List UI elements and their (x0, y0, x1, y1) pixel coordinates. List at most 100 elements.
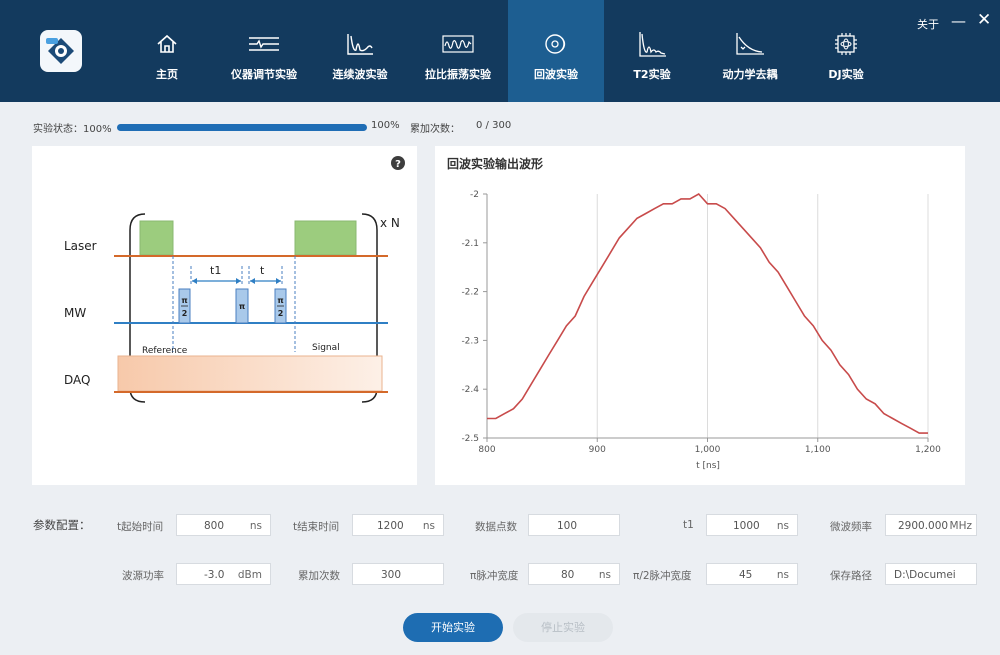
svg-text:2: 2 (278, 309, 284, 318)
chip-icon (833, 30, 859, 58)
tab-label: 回波实验 (534, 68, 578, 81)
echo-output-chart: 回波实验输出波形 -2 -2.1 -2.2 -2.3 -2.4 -2.5 800 900 1,… (447, 156, 941, 471)
start-experiment-button[interactable]: 开始实验 (403, 613, 503, 642)
param-label: π/2脉冲宽度 (633, 570, 692, 582)
param-label: t起始时间 (117, 521, 164, 533)
t-label: t (260, 264, 265, 277)
laser-label: Laser (64, 239, 97, 253)
tab-label: T2实验 (633, 68, 671, 81)
laser-pulse-1 (139, 220, 174, 256)
y-tick-label: -2.3 (461, 336, 479, 346)
save-path-input[interactable]: D:\Documei (885, 563, 977, 585)
repeat-label: x N (380, 216, 400, 230)
signal-label: Signal (312, 343, 340, 353)
mw-pi-pulse: π (235, 288, 249, 324)
decoupling-icon (734, 30, 766, 58)
mw-label: MW (64, 306, 86, 320)
svg-text:π: π (181, 296, 187, 305)
close-button[interactable]: ✕ (977, 10, 992, 30)
about-button[interactable]: 关于 (917, 18, 939, 31)
instrument-icon (247, 30, 281, 58)
help-icon[interactable]: ? (391, 156, 405, 170)
param-label: t1 (683, 519, 694, 531)
left-bracket (129, 213, 146, 403)
source-power-input[interactable]: -3.0 dBm (176, 563, 271, 585)
param-section-title: 参数配置： (33, 518, 91, 532)
t2-decay-icon (636, 30, 668, 58)
svg-text:π: π (277, 296, 283, 305)
app-logo (40, 30, 82, 72)
y-tick-label: -2.1 (461, 239, 479, 249)
tab-cw-experiment[interactable]: 连续波实验 (312, 0, 408, 102)
tab-rabi-experiment[interactable]: 拉比振荡实验 (410, 0, 506, 102)
daq-window (117, 355, 383, 392)
microwave-frequency-input[interactable]: 2900.000 MHz (885, 514, 977, 536)
param-label: 微波频率 (830, 521, 872, 533)
param-label: 保存路径 (830, 570, 872, 582)
svg-text:?: ? (395, 159, 401, 170)
tab-label: 主页 (156, 68, 178, 81)
progress-text: 100% (371, 120, 400, 131)
x-tick-label: 800 (478, 445, 495, 455)
param-label: π脉冲宽度 (470, 570, 519, 582)
tab-label: 动力学去耦 (722, 68, 778, 81)
tab-dynamic-decoupling[interactable]: 动力学去耦 (702, 0, 798, 102)
minimize-button[interactable]: — (951, 12, 966, 30)
tab-t2-experiment[interactable]: T2实验 (604, 0, 700, 102)
y-tick-label: -2 (470, 190, 479, 200)
mw-pi-half-pulse-2: π 2 (274, 288, 287, 324)
diamond-logo-icon (46, 38, 74, 64)
echo-output-chart-panel: 回波实验输出波形 -2 -2.1 -2.2 -2.3 -2.4 -2.5 800 900 1,… (435, 146, 965, 485)
rabi-wave-icon (441, 30, 475, 58)
tab-label: 连续波实验 (332, 68, 388, 81)
svg-text:2: 2 (182, 309, 188, 318)
top-navigation-bar: 主页 仪器调节实验 连续波实验 拉比振荡实验 回波实验 T2实验 动力学去耦 (0, 0, 1000, 102)
progress-bar (117, 124, 367, 131)
accumulate-count-label: 累加次数： (410, 124, 460, 135)
y-tick-label: -2.2 (461, 288, 479, 298)
echo-signal-series-line (487, 192, 928, 434)
accumulate-count-input[interactable]: 300 (352, 563, 444, 585)
tab-instrument-adjust[interactable]: 仪器调节实验 (216, 0, 312, 102)
t1-label: t1 (210, 264, 221, 277)
tab-home[interactable]: 主页 (119, 0, 215, 102)
t1-input[interactable]: 1000 ns (706, 514, 798, 536)
laser-pulse-2 (294, 220, 357, 256)
accumulate-count-value: 0 / 300 (476, 120, 512, 131)
mw-pi-half-pulse-1: π 2 (178, 288, 191, 324)
status-label: 实验状态：100% (33, 124, 112, 135)
tab-label: DJ实验 (828, 68, 864, 81)
pi-pulse-width-input[interactable]: 80 ns (528, 563, 620, 585)
data-points-input[interactable]: 100 (528, 514, 620, 536)
x-tick-label: 1,100 (805, 445, 831, 455)
tab-dj-experiment[interactable]: DJ实验 (798, 0, 894, 102)
pi-half-pulse-width-input[interactable]: 45 ns (706, 563, 798, 585)
y-tick-label: -2.5 (461, 434, 479, 444)
x-axis-label: t [ns] (696, 461, 720, 471)
right-bracket (361, 213, 378, 403)
experiment-status-row: 实验状态：100% 100% 累加次数： 0 / 300 (33, 120, 1000, 135)
param-label: 波源功率 (122, 570, 164, 582)
home-icon (155, 30, 179, 58)
y-tick-label: -2.4 (461, 385, 479, 395)
chart-title: 回波实验输出波形 (447, 156, 543, 171)
x-tick-label: 900 (589, 445, 606, 455)
echo-icon (543, 30, 569, 58)
x-tick-label: 1,200 (915, 445, 941, 455)
x-tick-label: 1,000 (695, 445, 721, 455)
end-time-input[interactable]: 1200 ns (352, 514, 444, 536)
pulse-sequence-panel: ? Laser MW DAQ x N Reference Signal t1 (32, 146, 417, 485)
cw-wave-icon (345, 30, 375, 58)
start-time-input[interactable]: 800 ns (176, 514, 271, 536)
tab-label: 拉比振荡实验 (425, 68, 491, 81)
tab-label: 仪器调节实验 (231, 68, 297, 81)
tab-echo-experiment[interactable]: 回波实验 (508, 0, 604, 102)
stop-experiment-button[interactable]: 停止实验 (513, 613, 613, 642)
param-label: 数据点数 (475, 521, 517, 533)
pulse-sequence-diagram: ? Laser MW DAQ x N Reference Signal t1 (64, 156, 405, 403)
reference-label: Reference (142, 346, 188, 356)
svg-text:π: π (239, 302, 245, 311)
param-label: 累加次数 (298, 570, 340, 582)
param-label: t结束时间 (293, 521, 340, 533)
daq-label: DAQ (64, 373, 90, 387)
